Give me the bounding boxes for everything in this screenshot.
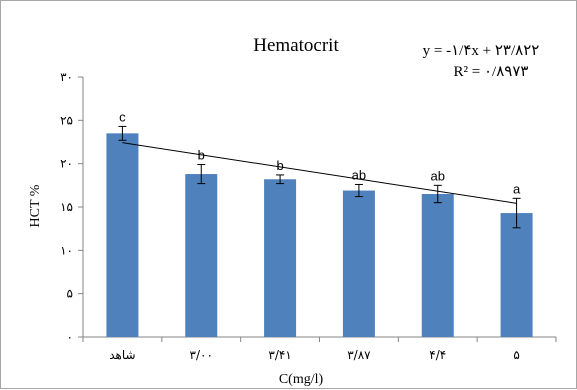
significance-letter: b: [276, 158, 283, 173]
x-tick-label: ۵: [513, 348, 519, 362]
x-tick-label: شاهد: [109, 348, 135, 362]
x-tick-label: ۳/۸۷: [347, 348, 371, 362]
bar: [342, 190, 375, 337]
y-tick-label: ۱۰: [60, 243, 73, 257]
y-tick-label: ۳۰: [60, 70, 73, 84]
trendline-equation: y = -۱/۴x + ۲۳/۸۲۲: [423, 43, 540, 59]
r-squared-label: R² = ۰/۸۹۷۳: [454, 64, 529, 80]
x-tick-label: ۴/۴: [429, 348, 446, 362]
x-tick-label: ۳/۴۱: [268, 348, 291, 362]
y-axis-title: HCT %: [28, 184, 43, 227]
x-tick-label: ۳/۰۰: [190, 348, 213, 362]
bar: [106, 133, 139, 337]
significance-letter: c: [119, 109, 126, 124]
y-tick-label: ۵: [67, 287, 73, 301]
y-tick-label: ۲۵: [60, 113, 73, 127]
bar: [421, 194, 454, 337]
bar: [185, 174, 218, 337]
significance-letter: a: [513, 181, 521, 196]
y-tick-label: ۰: [67, 330, 73, 344]
significance-letter: ab: [431, 168, 445, 183]
chart-title: Hematocrit: [253, 35, 339, 56]
y-tick-label: ۱۵: [60, 200, 73, 214]
bar: [264, 179, 297, 337]
bar: [500, 213, 533, 337]
y-tick-label: ۲۰: [60, 157, 73, 171]
x-axis-title: C(mg/l): [279, 372, 324, 387]
trendline: [122, 142, 517, 204]
